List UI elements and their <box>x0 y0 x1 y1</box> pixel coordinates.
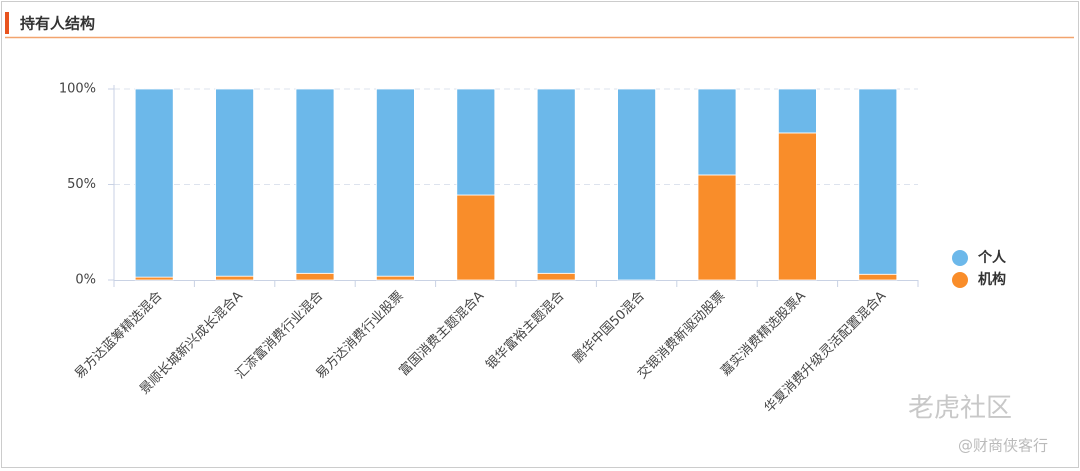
legend-swatch <box>952 250 968 266</box>
legend-label: 个人 <box>977 249 1007 266</box>
bar-segment <box>295 272 335 281</box>
watermark-brand: 老虎社区 <box>908 394 1012 424</box>
bar-segment <box>134 88 174 278</box>
y-tick-label: 0% <box>75 273 96 288</box>
bar-segment <box>456 88 496 196</box>
bar-segment <box>134 276 174 281</box>
bar-segment <box>697 174 737 281</box>
bar-segment <box>295 88 335 274</box>
watermark-author: @财商侠客行 <box>958 437 1048 455</box>
bar-segment <box>858 273 898 281</box>
bar-segment <box>536 272 576 281</box>
header-title: 持有人结构 <box>20 15 95 33</box>
bar-segment <box>778 88 817 134</box>
legend-label: 机构 <box>978 271 1006 288</box>
bar-segment <box>456 194 496 281</box>
y-tick-label: 50% <box>67 177 96 192</box>
bar-segment <box>375 275 415 281</box>
bar-segment <box>858 88 898 275</box>
bar-segment <box>536 88 576 274</box>
bar-segment <box>215 275 255 281</box>
bar-segment <box>778 132 817 281</box>
bar-segment <box>617 88 656 281</box>
bar-segment <box>215 88 255 277</box>
header-accent <box>5 12 9 34</box>
bar-segment <box>375 88 415 277</box>
y-tick-label: 100% <box>59 82 96 97</box>
legend-swatch <box>952 272 968 288</box>
bar-segment <box>697 88 737 176</box>
